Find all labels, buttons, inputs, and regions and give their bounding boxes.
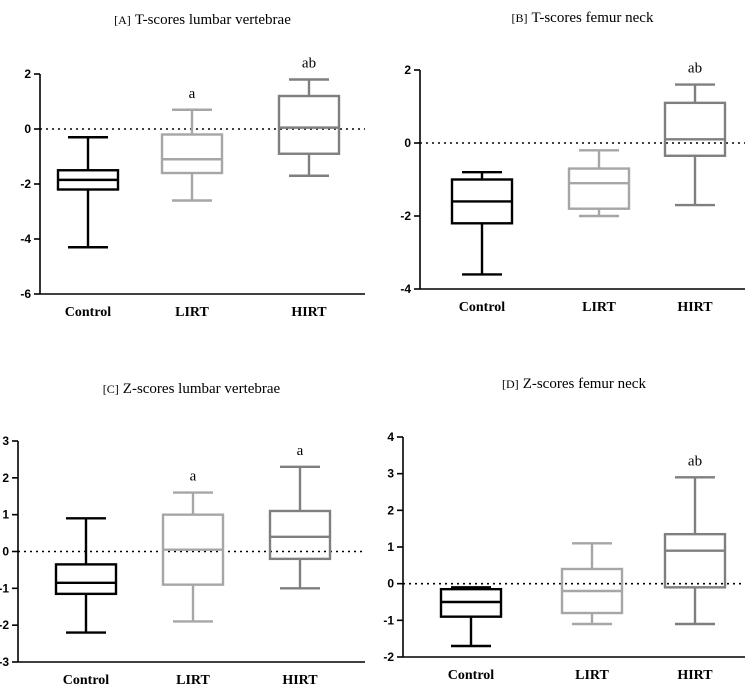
panel-title: [A] T-scores lumbar vertebrae xyxy=(114,12,291,28)
panel-b: [B] T-scores femur neck 2 0 -2 -4 Control LIRT a… xyxy=(400,10,745,315)
box-lirt: LIRT xyxy=(560,542,624,683)
box-lirt: LIRT xyxy=(567,149,631,315)
y-tick-label: -1 xyxy=(0,581,9,595)
significance-label: a xyxy=(297,443,304,459)
category-label: Control xyxy=(448,668,495,683)
category-label: LIRT xyxy=(575,668,609,683)
panel-title: [D] Z-scores femur neck xyxy=(502,376,646,392)
significance-label: ab xyxy=(688,453,702,469)
box-lirt: a LIRT xyxy=(161,469,225,688)
category-label: LIRT xyxy=(175,305,209,320)
y-tick-label: -2 xyxy=(383,650,394,664)
y-tick-label: 1 xyxy=(2,508,9,522)
iqr-box xyxy=(663,532,727,589)
panel-tag: [D] xyxy=(502,377,519,391)
y-tick-label: 0 xyxy=(387,577,394,591)
y-tick-label: 2 xyxy=(404,63,411,77)
significance-label: ab xyxy=(302,56,316,72)
panel-d: [D] Z-scores femur neck 4 3 2 1 0 -1 -2 Control LI… xyxy=(383,376,745,683)
significance-label: a xyxy=(189,86,196,102)
panel-tag: [C] xyxy=(103,382,119,396)
panel-tag: [A] xyxy=(114,13,131,27)
box-hirt: ab HIRT xyxy=(663,453,727,683)
category-label: HIRT xyxy=(677,668,713,683)
y-tick-label: 0 xyxy=(2,545,9,559)
box-control: Control xyxy=(56,136,120,320)
box-hirt: ab HIRT xyxy=(277,56,341,320)
box-hirt: a HIRT xyxy=(268,443,332,688)
y-tick-label: 3 xyxy=(2,434,9,448)
panel-title: [B] T-scores femur neck xyxy=(512,10,654,26)
iqr-box xyxy=(160,133,224,175)
category-label: LIRT xyxy=(582,300,616,315)
iqr-box xyxy=(268,509,332,561)
box-control: Control xyxy=(54,517,118,688)
box-control: Control xyxy=(450,170,514,315)
y-tick-label: 2 xyxy=(2,471,9,485)
y-tick-label: -6 xyxy=(20,287,31,301)
y-tick-label: 0 xyxy=(404,136,411,150)
iqr-box xyxy=(567,167,631,210)
panel-a: [A] T-scores lumbar vertebrae 2 0 -2 -4 -6 Cont… xyxy=(20,12,365,320)
iqr-box xyxy=(663,101,727,157)
box-lirt: a LIRT xyxy=(160,86,224,320)
category-label: LIRT xyxy=(176,673,210,688)
y-tick-label: 0 xyxy=(24,122,31,136)
panel-title-text: T-scores femur neck xyxy=(532,10,654,26)
y-tick-label: 2 xyxy=(387,503,394,517)
box-hirt: ab HIRT xyxy=(663,61,727,315)
y-tick-label: -2 xyxy=(0,618,9,632)
panel-title: [C] Z-scores lumbar vertebrae xyxy=(103,381,281,397)
box-control: Control xyxy=(439,586,503,683)
category-label: HIRT xyxy=(282,673,318,688)
panel-title-text: T-scores lumbar vertebrae xyxy=(135,12,291,28)
panel-title-text: Z-scores lumbar vertebrae xyxy=(123,381,281,397)
iqr-box xyxy=(277,94,341,155)
y-tick-label: -3 xyxy=(0,655,9,669)
y-tick-label: 2 xyxy=(24,67,31,81)
significance-label: ab xyxy=(688,61,702,77)
y-tick-label: 4 xyxy=(387,430,394,444)
y-tick-label: -4 xyxy=(400,282,411,296)
iqr-box xyxy=(54,563,118,596)
significance-label: a xyxy=(190,469,197,485)
category-label: HIRT xyxy=(291,305,327,320)
y-tick-label: 1 xyxy=(387,540,394,554)
panel-title-text: Z-scores femur neck xyxy=(523,376,647,392)
y-tick-label: -2 xyxy=(20,177,31,191)
category-label: Control xyxy=(65,305,112,320)
category-label: Control xyxy=(459,300,506,315)
panel-c: [C] Z-scores lumbar vertebrae 3 2 1 0 -1 -2 -3 Co… xyxy=(0,381,365,688)
y-tick-label: -1 xyxy=(383,613,394,627)
y-tick-label: -2 xyxy=(400,209,411,223)
y-tick-label: 3 xyxy=(387,467,394,481)
category-label: Control xyxy=(63,673,110,688)
panel-tag: [B] xyxy=(512,11,528,25)
category-label: HIRT xyxy=(677,300,713,315)
y-tick-label: -4 xyxy=(20,232,31,246)
